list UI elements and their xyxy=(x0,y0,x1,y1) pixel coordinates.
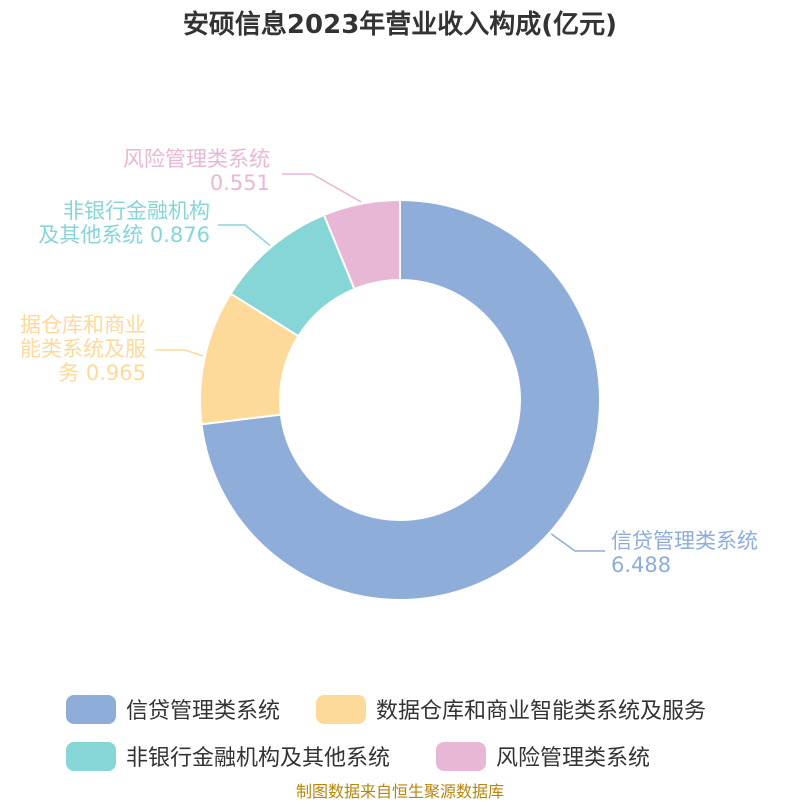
legend-label-non-bank: 非银行金融机构及其他系统 xyxy=(126,746,391,771)
chart-title: 安硕信息2023年营业收入构成(亿元) xyxy=(182,10,618,40)
slice-3 xyxy=(322,198,401,291)
legend-item-risk: 风险管理类系统 xyxy=(436,740,650,772)
legend-swatch-credit xyxy=(66,694,116,724)
leader-line-2 xyxy=(218,224,271,247)
slice-label-2: 非银行金融机构及其他系统 0.876 xyxy=(38,199,210,247)
legend-swatch-non-bank xyxy=(66,741,116,771)
legend-item-credit: 信贷管理类系统 xyxy=(66,693,280,725)
legend-item-data-warehouse: 数据仓库和商业智能类系统及服务 xyxy=(316,693,706,725)
legend-swatch-data-warehouse xyxy=(316,694,366,724)
leader-line-3 xyxy=(282,173,362,203)
leader-line-1 xyxy=(155,349,204,357)
legend-label-data-warehouse: 数据仓库和商业智能类系统及服务 xyxy=(376,699,707,724)
data-source-note: 制图数据来自恒生聚源数据库 xyxy=(295,782,504,801)
slice-label-1: 据仓库和商业能类系统及服务 0.965 xyxy=(20,313,146,385)
legend-label-risk: 风险管理类系统 xyxy=(496,746,651,771)
slice-label-0: 信贷管理类系统 6.488 xyxy=(611,529,758,577)
slice-label-3: 风险管理类系统 0.551 xyxy=(123,147,270,195)
slice-0 xyxy=(200,198,601,601)
legend-label-credit: 信贷管理类系统 xyxy=(126,699,281,724)
legend-item-non-bank: 非银行金融机构及其他系统 xyxy=(66,740,390,772)
legend-swatch-risk xyxy=(436,741,486,771)
leader-line-0 xyxy=(550,533,605,552)
